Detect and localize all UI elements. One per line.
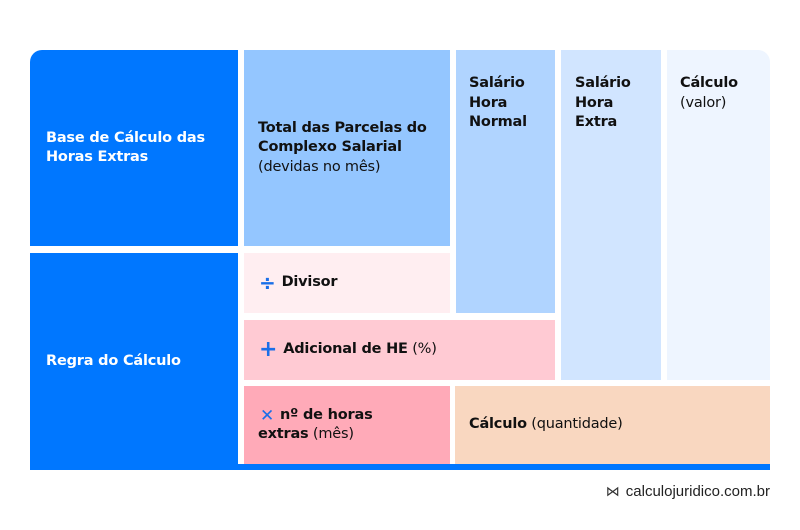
calculo-valor-title: Cálculo <box>680 75 738 91</box>
adicional-note: (%) <box>412 341 437 358</box>
footer: ⋈ calculojuridico.com.br <box>606 483 770 500</box>
cell-salario-hora-extra: Salário Hora Extra <box>561 50 661 380</box>
salario-hora-normal-title: Salário Hora Normal <box>469 75 527 130</box>
row-label-base-text: Base de Cálculo das Horas Extras <box>46 129 205 166</box>
plus-icon: + <box>259 337 278 362</box>
salario-hora-extra-title: Salário Hora Extra <box>575 75 631 130</box>
calculo-valor-note: (valor) <box>680 94 727 111</box>
horas-note: (mês) <box>312 426 354 442</box>
row-label-rule-text: Regra do Cálculo <box>46 352 181 369</box>
bottom-bar <box>30 464 770 470</box>
logo-icon: ⋈ <box>605 483 620 499</box>
cell-total-parcelas: Total das Parcelas do Complexo Salarial … <box>244 50 450 246</box>
cell-salario-hora-normal: Salário Hora Normal <box>456 50 555 313</box>
divisor-label: Divisor <box>281 274 338 291</box>
row-label-rule: Regra do Cálculo <box>30 253 238 470</box>
total-parcelas-title: Total das Parcelas do Complexo Salarial <box>258 119 427 156</box>
cell-divisor: ÷ Divisor <box>244 253 450 313</box>
calculo-qtd-title: Cálculo <box>469 416 527 433</box>
adicional-label: Adicional de HE <box>283 341 408 358</box>
site-link[interactable]: calculojuridico.com.br <box>625 483 770 500</box>
cell-adicional-he: + Adicional de HE (%) <box>244 320 555 380</box>
horas-label: nº de horas extras <box>258 406 373 443</box>
multiply-icon: ✕ <box>260 405 275 426</box>
total-parcelas-note: (devidas no mês) <box>258 158 381 175</box>
divide-icon: ÷ <box>259 271 276 295</box>
cell-horas-extras: ✕ nº de horas extras (mês) <box>244 386 450 464</box>
calculo-qtd-note: (quantidade) <box>531 416 623 433</box>
row-label-base: Base de Cálculo das Horas Extras <box>30 50 238 246</box>
cell-calculo-valor: Cálculo (valor) <box>667 50 770 380</box>
cell-calculo-quantidade: Cálculo (quantidade) <box>455 386 770 464</box>
